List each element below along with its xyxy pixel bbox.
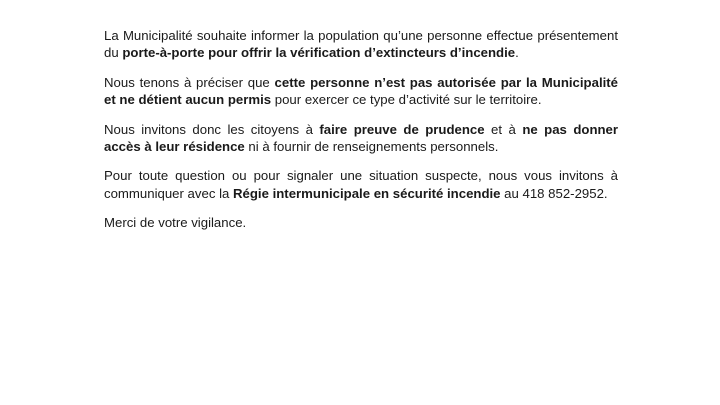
paragraph: Merci de votre vigilance. [104,214,618,231]
text-run-bold: faire preuve de prudence [319,121,485,137]
text-run: Nous tenons à préciser que [104,74,275,90]
text-run: au 418 852-2952. [500,185,608,201]
text-run: Merci de votre vigilance. [104,215,247,231]
text-run-bold: porte-à-porte pour offrir la vérificatio… [122,45,516,61]
text-run: . [515,45,519,61]
text-run: ni à fournir de renseignements personnel… [244,139,499,155]
text-run: Pour toute question ou pour signaler une… [104,168,618,201]
text-run: et à [484,121,523,137]
document-body: La Municipalité souhaite informer la pop… [104,27,618,232]
text-run: La Municipalité souhaite informer la pop… [104,28,618,61]
paragraph: Pour toute question ou pour signaler une… [104,167,618,202]
paragraph: Nous invitons donc les citoyens à faire … [104,121,618,156]
text-run: pour exercer ce type d’activité sur le t… [271,92,542,108]
paragraph: Nous tenons à préciser que cette personn… [104,74,618,109]
text-run-bold: cette personne n’est pas autorisée par l… [104,74,618,108]
paragraph: La Municipalité souhaite informer la pop… [104,27,618,62]
text-run-bold: ne pas donner accès à leur résidence [104,121,619,155]
text-run: Nous invitons donc les citoyens à [104,121,320,137]
text-run-bold: Régie intermunicipale en sécurité incend… [233,185,501,201]
